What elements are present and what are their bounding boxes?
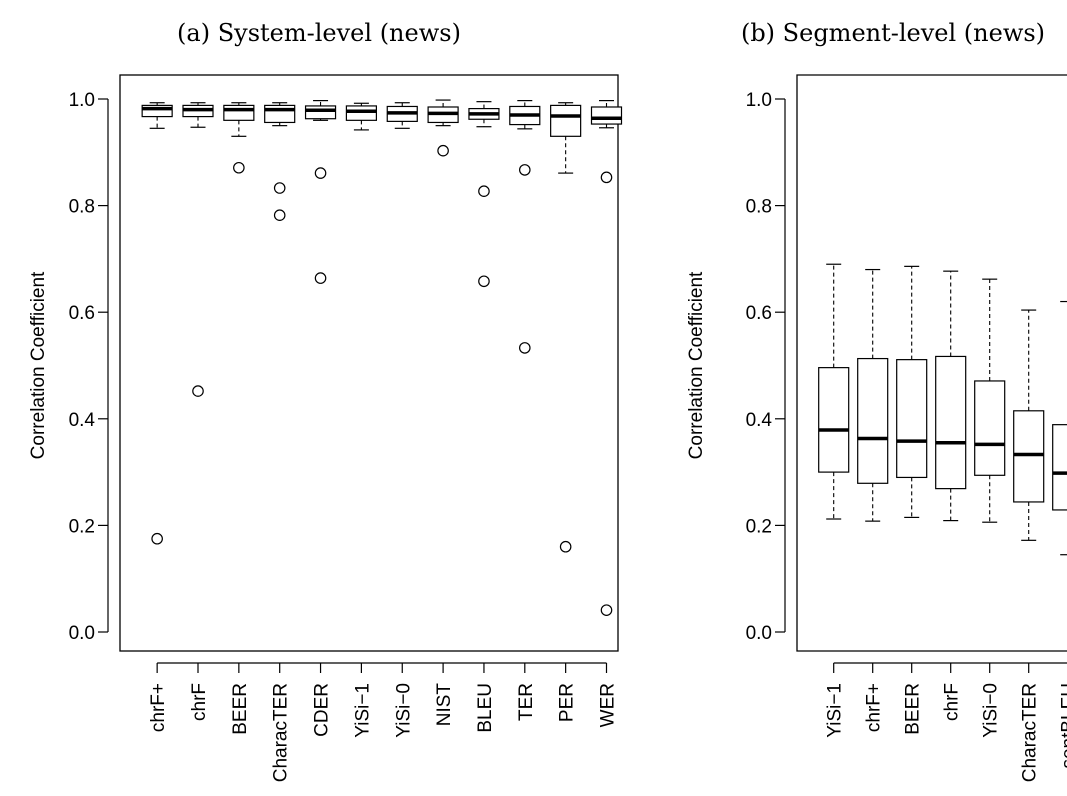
box-chrf- — [141, 102, 173, 545]
outlier-point — [437, 144, 449, 157]
x-tick-label: chrF — [942, 683, 963, 721]
plot-frame — [119, 74, 619, 652]
plot-frame — [796, 74, 1067, 652]
x-tick-label: sentBLEU — [1059, 683, 1067, 769]
box-iqr — [141, 104, 173, 118]
y-tick-label: 0.4 — [69, 410, 96, 431]
box-iqr — [896, 359, 928, 479]
box-per — [550, 102, 582, 553]
outlier-point — [478, 275, 490, 288]
box-chrf — [935, 270, 967, 522]
box-nist — [427, 99, 459, 157]
box-iqr — [550, 104, 582, 137]
box-beer — [223, 102, 255, 174]
y-tick-label: 0.8 — [746, 197, 772, 218]
outlier-point — [600, 171, 613, 184]
x-tick-label: PER — [557, 683, 578, 722]
outlier-point — [518, 342, 531, 354]
outlier-point — [314, 272, 327, 284]
x-tick-label: BLEU — [475, 683, 496, 733]
box-character — [264, 102, 296, 221]
box-iqr — [1052, 424, 1067, 511]
x-tick-label: BEER — [230, 683, 251, 735]
x-tick-label: TER — [516, 683, 537, 721]
outlier-point — [151, 532, 163, 545]
box-iqr — [1013, 410, 1045, 503]
y-axis-label: Correlation Coefficient — [686, 271, 707, 459]
box-beer — [896, 265, 928, 519]
x-tick-label: chrF — [189, 683, 210, 721]
box-yisi-0 — [974, 278, 1006, 523]
x-tick-label: CDER — [312, 683, 333, 737]
x-tick-label: WER — [598, 683, 619, 727]
y-tick-label: 0.6 — [69, 303, 95, 324]
box-sentbleu — [1052, 300, 1067, 556]
outlier-point — [233, 161, 245, 174]
y-axis-label: Correlation Coefficient — [28, 271, 49, 459]
x-tick-label: YiSi−0 — [393, 683, 414, 738]
y-tick-label: 1.0 — [746, 90, 772, 111]
chart-title: (a) System-level (news) — [177, 19, 461, 47]
outlier-point — [314, 167, 327, 179]
box-iqr — [818, 367, 850, 473]
box-iqr — [304, 105, 337, 120]
x-tick-label: NIST — [434, 683, 455, 727]
x-tick-label: BEER — [903, 683, 924, 735]
box-iqr — [345, 105, 377, 121]
box-chrf- — [857, 268, 889, 522]
x-tick-label: CharacTER — [271, 683, 292, 782]
outlier-point — [192, 385, 204, 397]
box-iqr — [935, 355, 967, 490]
y-tick-label: 0.2 — [746, 516, 772, 537]
y-tick-label: 1.0 — [69, 90, 95, 111]
x-tick-label: YiSi−1 — [352, 683, 373, 738]
box-character — [1013, 309, 1045, 541]
box-bleu — [468, 101, 500, 288]
box-iqr — [223, 104, 255, 121]
box-cder — [304, 99, 337, 284]
outlier-point — [478, 185, 490, 198]
box-yisi-1 — [345, 102, 377, 131]
chart-title: (b) Segment-level (news) — [741, 19, 1045, 47]
outlier-point — [600, 604, 613, 616]
y-tick-label: 0.0 — [746, 623, 772, 644]
box-iqr — [857, 357, 889, 484]
outlier-point — [273, 182, 286, 194]
y-tick-label: 0.0 — [69, 623, 95, 644]
y-tick-label: 0.2 — [69, 516, 95, 537]
box-yisi-0 — [386, 102, 418, 129]
outlier-point — [518, 164, 531, 176]
box-ter — [509, 99, 541, 354]
box-iqr — [590, 106, 623, 125]
x-tick-label: YiSi−1 — [825, 683, 846, 738]
box-wer — [590, 99, 623, 616]
box-yisi-1 — [818, 263, 850, 520]
x-tick-label: chrF+ — [148, 683, 169, 732]
x-tick-label: CharacTER — [1020, 683, 1041, 782]
y-tick-label: 0.4 — [746, 410, 773, 431]
y-tick-label: 0.8 — [69, 197, 95, 218]
outlier-point — [273, 209, 286, 221]
panel-system-level: (a) System-level (news) 0.0 0.2 0.4 0.6 0.8 1.… — [28, 19, 623, 782]
x-tick-label: chrF+ — [864, 683, 885, 732]
y-tick-label: 0.6 — [746, 303, 772, 324]
box-iqr — [974, 380, 1006, 476]
x-tick-label: YiSi−0 — [981, 683, 1002, 738]
panel-segment-level: (b) Segment-level (news) 0.0 0.2 0.4 0.6 0.8 1… — [686, 19, 1067, 782]
box-chrf — [182, 102, 214, 397]
outlier-point — [559, 540, 572, 553]
